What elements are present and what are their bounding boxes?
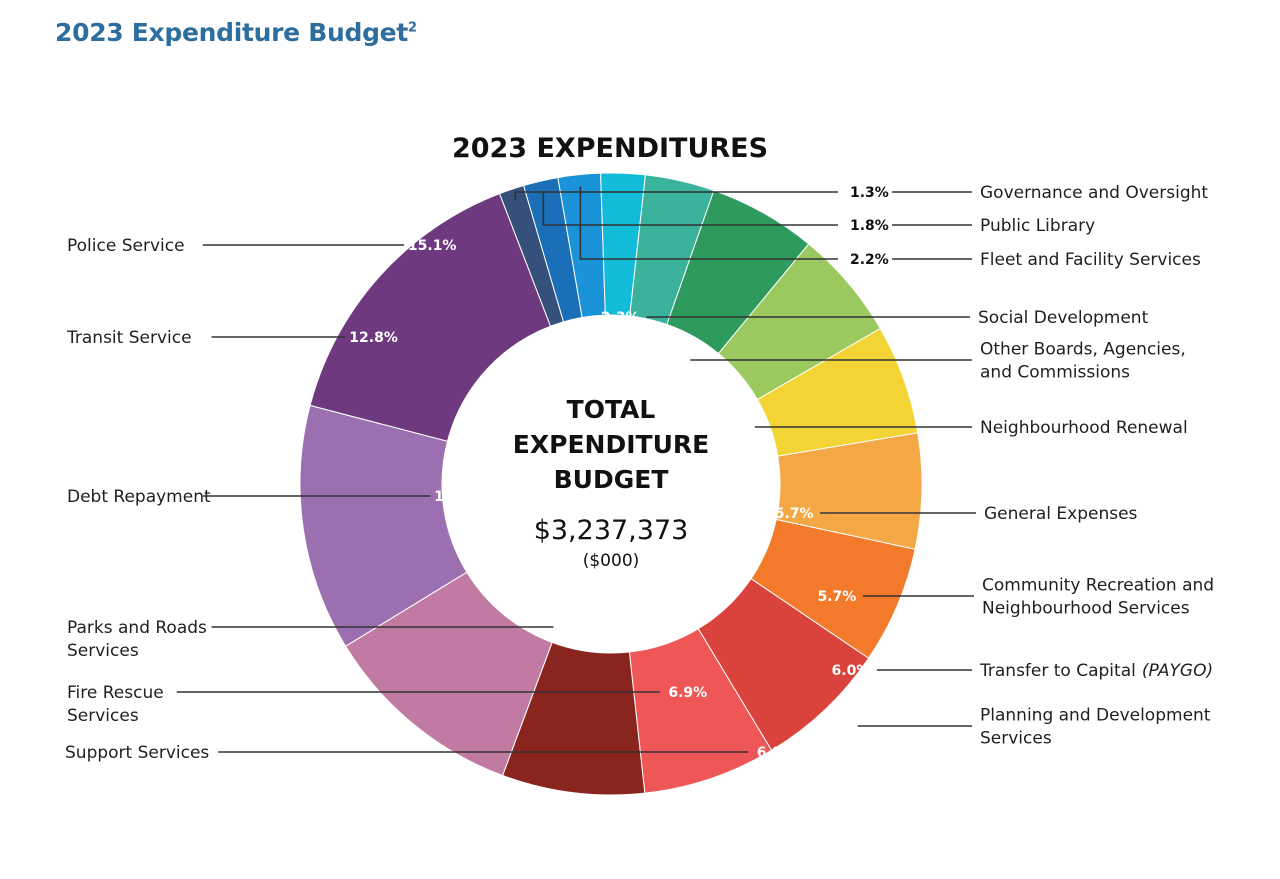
page-title: 2023 Expenditure Budget2 bbox=[55, 18, 417, 47]
pct-label-police-service: 15.1% bbox=[408, 238, 457, 254]
pct-label-fire-rescue-services: 6.9% bbox=[668, 685, 707, 701]
category-label-police-service: Police Service bbox=[67, 236, 185, 256]
pct-label-other-boards-agencies-and-commissions: 3.6% bbox=[645, 353, 684, 369]
category-label-other-boards-agencies-and-commissions: Other Boards, Agencies, and Commissions bbox=[980, 340, 1186, 383]
total-budget-value: $3,237,373 bbox=[534, 515, 689, 546]
center-title-line: TOTAL bbox=[567, 395, 656, 424]
pct-label-social-development: 2.3% bbox=[601, 310, 640, 326]
pct-label-governance-and-oversight: 1.3% bbox=[850, 185, 889, 201]
category-label-transfer-to-capital-paygo: Transfer to Capital (PAYGO) bbox=[979, 661, 1213, 681]
pct-label-public-library: 1.8% bbox=[850, 218, 889, 234]
category-label-transit-service: Transit Service bbox=[66, 328, 192, 348]
category-label-fleet-and-facility-services: Fleet and Facility Services bbox=[980, 250, 1201, 270]
category-label-support-services: Support Services bbox=[65, 743, 209, 763]
category-label-planning-and-development-services: Planning and Development Services bbox=[980, 706, 1211, 749]
pct-label-support-services: 6.9% bbox=[757, 745, 796, 761]
category-label-debt-repayment: Debt Repayment bbox=[67, 487, 211, 507]
pct-label-community-recreation-and-neighbourhood-services: 5.7% bbox=[817, 589, 856, 605]
category-label-neighbourhood-renewal: Neighbourhood Renewal bbox=[980, 418, 1188, 438]
pct-label-debt-repayment: 10.6% bbox=[434, 489, 483, 505]
pct-label-fleet-and-facility-services: 2.2% bbox=[850, 252, 889, 268]
leader-line-public-library bbox=[542, 192, 838, 226]
category-label-community-recreation-and-neighbourhood-services: Community Recreation and Neighbourhood Se… bbox=[982, 576, 1214, 619]
leader-line-governance-and-oversight bbox=[514, 191, 838, 201]
title-footnote: 2 bbox=[408, 20, 417, 36]
pct-label-transit-service: 12.8% bbox=[349, 330, 398, 346]
category-label-general-expenses: General Expenses bbox=[984, 504, 1138, 524]
leader-line-fleet-and-facility-services bbox=[579, 186, 838, 260]
pct-label-transfer-to-capital-paygo: 6.0% bbox=[832, 663, 871, 679]
pct-label-parks-and-roads-services: 7.4% bbox=[562, 620, 601, 636]
category-label-parks-and-roads-services: Parks and Roads Services bbox=[67, 618, 207, 661]
category-label-fire-rescue-services: Fire Rescue Services bbox=[67, 683, 164, 726]
chart-title: 2023 EXPENDITURES bbox=[452, 133, 768, 164]
pct-label-planning-and-development-services: 6.1% bbox=[812, 719, 851, 735]
category-label-social-development: Social Development bbox=[978, 308, 1149, 328]
slice-transit-service bbox=[299, 404, 468, 647]
total-budget-unit: ($000) bbox=[583, 551, 640, 571]
category-label-governance-and-oversight: Governance and Oversight bbox=[980, 183, 1208, 203]
pct-label-general-expenses: 5.7% bbox=[775, 506, 814, 522]
center-title-line: EXPENDITURE bbox=[513, 430, 709, 459]
center-title-line: BUDGET bbox=[554, 465, 669, 494]
pct-label-neighbourhood-renewal: 5.6% bbox=[709, 420, 748, 436]
category-label-public-library: Public Library bbox=[980, 216, 1095, 236]
donut-center: TOTAL EXPENDITURE BUDGET $3,237,373 ($000) bbox=[513, 395, 709, 571]
slice-police-service bbox=[309, 193, 552, 442]
